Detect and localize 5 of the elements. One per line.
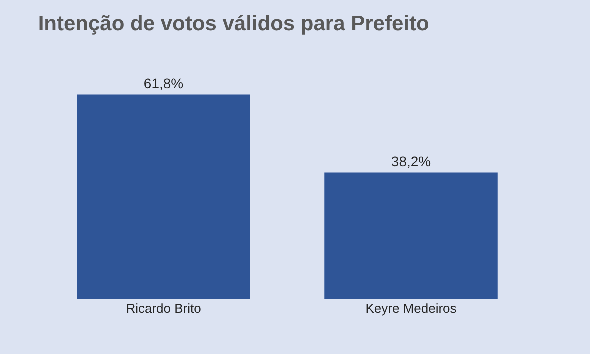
data-label: 61,8% [144,76,184,92]
x-tick-label: Keyre Medeiros [366,301,458,316]
x-tick-label: Ricardo Brito [126,301,202,316]
chart-title: Intenção de votos válidos para Prefeito [38,12,430,36]
data-label: 38,2% [391,154,432,170]
